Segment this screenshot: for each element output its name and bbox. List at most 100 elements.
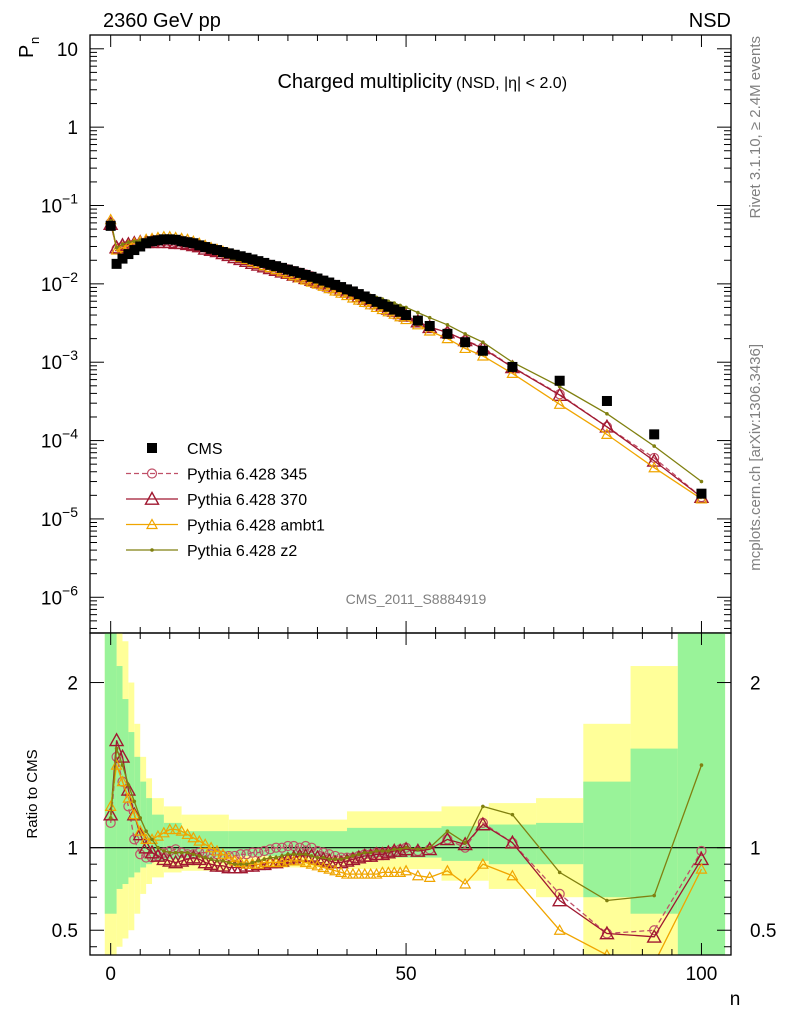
main-series-cms-point [265, 259, 276, 270]
main-series-pythia-6-428-z2-point [398, 303, 402, 308]
legend-entry-pythia-6-428-z2-marker [150, 548, 154, 552]
plot-title: Charged multiplicity [277, 71, 452, 93]
ratio-series-pythia-6-428-370-point [457, 836, 473, 851]
main-series-pythia-6-428-z2-point [126, 240, 131, 245]
ratio-series-pythia-6-428-ambt1-point [506, 869, 519, 881]
ratio-series-pythia-6-428-z2-point [292, 852, 296, 857]
ratio-series-pythia-6-428-z2-point [280, 854, 284, 858]
ratio-series-pythia-6-428-z2-point [126, 783, 131, 787]
main-y-tick-label: 10−3 [41, 347, 78, 374]
ratio-series-pythia-6-428-370-point [150, 847, 166, 862]
main-series-cms-point [217, 247, 228, 258]
ratio-series-pythia-6-428-z2-point [215, 859, 219, 863]
main-series-cms-point [460, 337, 471, 348]
ratio-series-pythia-6-428-z2-point [203, 855, 208, 860]
analysis-id: CMS_2011_S8884919 [346, 591, 487, 607]
ratio-series-pythia-6-428-345-point [554, 888, 565, 900]
legend-entry-pythia-6-428-z2-label: Pythia 6.428 z2 [187, 543, 297, 560]
ratio-series-pythia-6-428-ambt1-point [181, 828, 194, 840]
main-series-cms-point [395, 306, 406, 317]
main-series-cms-point [306, 271, 317, 282]
ratio-series-pythia-6-428-z2-point [162, 849, 166, 853]
ratio-series-pythia-6-428-z2-point [445, 829, 450, 833]
ratio-series-pythia-6-428-ambt1-point [264, 856, 277, 868]
main-series-cms-point [164, 234, 175, 245]
ratio-y-tick-label-right: 2 [750, 674, 761, 695]
ratio-series-pythia-6-428-370-point [439, 831, 456, 846]
ratio-series-pythia-6-428-z2-point [652, 893, 656, 898]
ratio-series-pythia-6-428-ambt1-point [210, 844, 224, 856]
ratio-series-pythia-6-428-ambt1-point [382, 866, 395, 878]
main-series-cms-point [696, 488, 707, 499]
ratio-series-pythia-6-428-ambt1-point [299, 856, 312, 868]
ratio-series-pythia-6-428-z2-point [197, 854, 202, 858]
ratio-series-group [102, 732, 710, 955]
ratio-series-pythia-6-428-ambt1-point [329, 864, 342, 876]
ratio-series-pythia-6-428-z2-point [398, 847, 402, 852]
legend-entry-pythia-6-428-ambt1: Pythia 6.428 ambt1 [126, 518, 325, 535]
x-tick-label: 100 [686, 964, 718, 985]
ratio-panel: 0 50 100 0.5 0.5 1 1 2 2 [52, 632, 776, 985]
ratio-series-pythia-6-428-ambt1-point [128, 808, 141, 820]
legend-entry-cms-label: CMS [187, 441, 223, 458]
ratio-uncertainty-bands [104, 633, 726, 955]
ratio-series-pythia-6-428-ambt1-point [205, 841, 218, 853]
ratio-series-pythia-6-428-z2-point [250, 860, 255, 865]
ratio-series-pythia-6-428-z2-point [274, 855, 278, 860]
ratio-series-pythia-6-428-ambt1-line [110, 764, 703, 955]
ratio-band-inner [677, 633, 726, 955]
ratio-series-pythia-6-428-345-point [235, 849, 246, 860]
ratio-series-pythia-6-428-z2-point [227, 860, 231, 865]
ratio-series-pythia-6-428-ambt1-point [400, 864, 413, 876]
ratio-series-pythia-6-428-345-point [247, 847, 258, 858]
rivet-version-label: Rivet 3.1.10, ≥ 2.4M events [747, 36, 764, 219]
ratio-series-pythia-6-428-370-point [380, 844, 397, 859]
main-series-cms-point [282, 264, 293, 275]
main-series-cms-point [401, 310, 412, 321]
x-tick-label: 0 [105, 964, 116, 985]
main-series-pythia-6-428-z2-point [699, 479, 704, 484]
ratio-series-pythia-6-428-z2 [108, 746, 704, 903]
ratio-series-pythia-6-428-z2-point [605, 898, 609, 903]
ratio-band-inner [488, 824, 537, 865]
ratio-series-pythia-6-428-z2-point [309, 854, 314, 858]
x-axis-title: n [730, 989, 741, 1010]
main-series-pythia-6-428-370-point [599, 418, 615, 433]
main-y-axis-title-sub: n [27, 37, 42, 44]
ratio-series-pythia-6-428-ambt1 [104, 758, 708, 955]
ratio-series-pythia-6-428-ambt1-point [140, 833, 153, 845]
main-y-tick-label: 1 [67, 118, 78, 139]
main-series-cms-point [194, 240, 205, 251]
main-series-cms-point [247, 254, 258, 265]
ratio-series-pythia-6-428-ambt1-point [553, 923, 566, 935]
ratio-band-inner [146, 798, 153, 865]
ratio-series-pythia-6-428-z2-point [404, 845, 408, 850]
main-series-pythia-6-428-ambt1-point [506, 367, 519, 378]
main-series-cms-point [123, 249, 134, 260]
main-series-cms-point [353, 289, 364, 300]
main-y-tick-label: 10−5 [41, 504, 78, 531]
ratio-series-pythia-6-428-z2-point [120, 763, 125, 767]
ratio-series-pythia-6-428-z2-point [191, 852, 196, 857]
ratio-series-pythia-6-428-370-point [173, 852, 190, 867]
legend-entry-pythia-6-428-345: Pythia 6.428 345 [126, 467, 307, 484]
main-series-pythia-6-428-z2-point [404, 305, 408, 310]
main-series-cms-point [312, 273, 323, 284]
ratio-series-pythia-6-428-ambt1-point [146, 833, 159, 845]
main-series-cms-point [507, 361, 518, 372]
main-series-cms-point [442, 328, 453, 339]
ratio-series-pythia-6-428-370-point [126, 806, 142, 821]
energy-label: 2360 GeV pp [103, 10, 221, 32]
main-series-cms-point [601, 395, 612, 406]
ratio-series-pythia-6-428-ambt1-point [258, 856, 271, 868]
main-series-pythia-6-428-z2-point [120, 242, 125, 247]
ratio-band-inner [583, 781, 631, 898]
ratio-series-pythia-6-428-z2-point [114, 746, 119, 751]
main-series-cms-point [206, 243, 217, 254]
ratio-series-pythia-6-428-ambt1-point [116, 775, 129, 787]
ratio-series-pythia-6-428-370 [102, 732, 710, 943]
ratio-series-pythia-6-428-345-point [135, 849, 146, 860]
legend-entry-cms-marker [147, 443, 157, 453]
ratio-series-pythia-6-428-z2-point [427, 845, 432, 850]
ratio-series-pythia-6-428-z2-point [380, 849, 385, 853]
